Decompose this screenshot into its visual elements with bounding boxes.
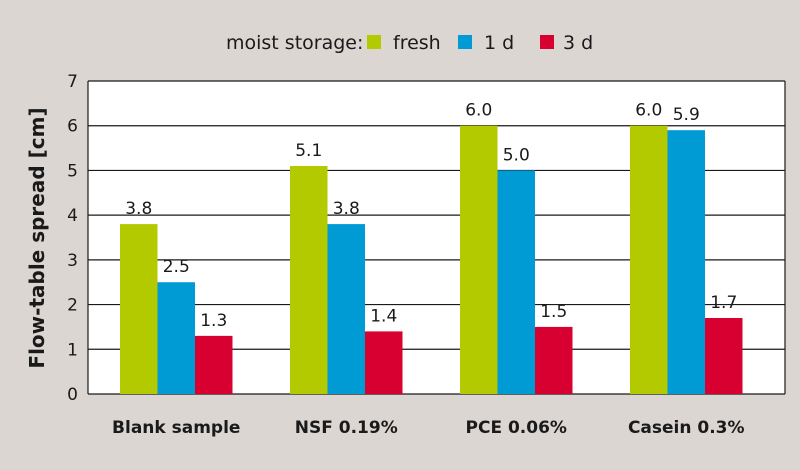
x-tick-label: Casein 0.3% [628, 418, 745, 438]
y-tick-label: 3 [67, 251, 78, 271]
data-label: 5.9 [673, 105, 700, 125]
bar-3d-2 [535, 326, 573, 394]
legend-title: moist storage: [226, 32, 363, 54]
legend-label-1: 1 d [484, 32, 514, 54]
legend-swatch-0 [367, 35, 381, 49]
bar-3d-3 [705, 317, 743, 394]
y-tick-label: 0 [67, 385, 78, 405]
data-label: 3.8 [125, 199, 152, 219]
data-label: 6.0 [635, 101, 662, 121]
bar-fresh-0 [120, 224, 158, 394]
data-label: 3.8 [333, 199, 360, 219]
data-label: 1.4 [370, 306, 397, 326]
legend-swatch-2 [540, 35, 554, 49]
data-label: 5.0 [503, 145, 530, 165]
bar-1d-2 [497, 170, 535, 394]
data-label: 1.5 [540, 302, 567, 322]
legend-swatch-1 [458, 35, 472, 49]
y-tick-label: 4 [67, 206, 78, 226]
x-tick-label: PCE 0.06% [466, 418, 567, 438]
legend-label-2: 3 d [563, 32, 593, 54]
bar-fresh-1 [290, 165, 328, 394]
y-tick-label: 1 [67, 340, 78, 360]
data-label: 5.1 [295, 141, 322, 161]
bar-1d-1 [327, 224, 365, 394]
y-tick-label: 2 [67, 296, 78, 316]
data-label: 2.5 [163, 257, 190, 277]
data-label: 1.7 [710, 293, 737, 313]
x-tick-label: Blank sample [112, 418, 240, 438]
y-axis-label: Flow-table spread [cm] [25, 107, 49, 368]
data-label: 1.3 [200, 311, 227, 331]
y-tick-label: 6 [67, 117, 78, 137]
bar-fresh-3 [630, 125, 668, 394]
y-tick-label: 5 [67, 161, 78, 181]
bar-1d-0 [157, 282, 195, 394]
bar-fresh-2 [460, 125, 498, 394]
bar-1d-3 [667, 130, 705, 394]
y-tick-label: 7 [67, 72, 78, 92]
x-tick-label: NSF 0.19% [295, 418, 398, 438]
legend-label-0: fresh [393, 32, 441, 54]
data-label: 6.0 [465, 101, 492, 121]
bar-3d-0 [195, 335, 233, 394]
bar-3d-1 [365, 331, 403, 394]
legend: moist storage: fresh 1 d 3 d [226, 32, 593, 54]
